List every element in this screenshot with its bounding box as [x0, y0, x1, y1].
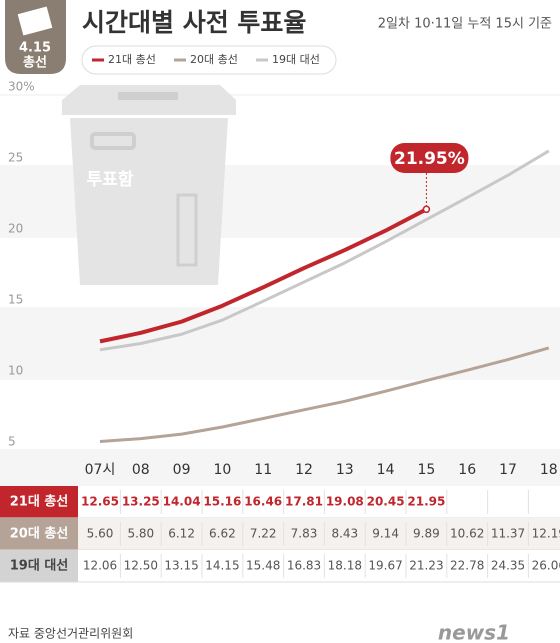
cell-value: 9.89	[413, 527, 440, 541]
series-line	[99, 149, 550, 352]
cell-value: 12.65	[81, 495, 119, 509]
cell-value: 12.50	[124, 559, 158, 573]
cell-value: 16.46	[244, 495, 282, 509]
x-tick-label: 08	[132, 462, 150, 478]
ballot-box: 투표함	[62, 85, 236, 285]
cell-value: 20.45	[367, 495, 405, 509]
cell-value: 13.15	[164, 559, 198, 573]
cell-value: 7.83	[291, 527, 318, 541]
row-header-label: 20대 총선	[10, 526, 69, 542]
x-tick-label: 09	[173, 462, 191, 478]
cell-value: 5.80	[127, 527, 154, 541]
end-point	[422, 205, 431, 214]
cell-value: 17.81	[285, 495, 323, 509]
x-tick-label: 17	[499, 462, 517, 478]
cell-value: 6.12	[168, 527, 195, 541]
x-tick-label: 12	[295, 462, 313, 478]
logo: news1	[438, 621, 510, 643]
row-header	[0, 486, 78, 518]
legend-label: 19대 대선	[272, 53, 320, 66]
cell-value: 12.06	[83, 559, 117, 573]
x-tick-label: 16	[458, 462, 476, 478]
cell-value: 21.95	[407, 495, 445, 509]
cell-value: 7.22	[250, 527, 277, 541]
cell-value: 11.37	[491, 527, 525, 541]
row-header	[0, 518, 78, 550]
chart-title: 시간대별 사전 투표율	[82, 8, 306, 37]
source: 자료 중앙선거관리위원회	[8, 627, 133, 641]
row-header	[0, 550, 78, 582]
x-tick-label: 11	[254, 462, 272, 478]
table-row	[0, 518, 560, 550]
cell-value: 14.04	[163, 495, 201, 509]
series-line	[99, 207, 428, 344]
badge-text: 4.15	[19, 41, 51, 56]
y-tick-label: 30%	[8, 80, 35, 94]
cell-value: 5.60	[87, 527, 114, 541]
badge: 4.15 총선	[5, 0, 66, 74]
cell-value: 13.25	[122, 495, 160, 509]
series-line	[99, 346, 550, 443]
x-tick-label: 13	[336, 462, 354, 478]
cell-value: 12.19	[532, 527, 560, 541]
legend-box	[81, 45, 337, 75]
table-row	[0, 550, 560, 582]
cell-value: 24.35	[491, 559, 525, 573]
y-tick-label: 20	[8, 222, 23, 236]
cell-value: 26.06	[532, 559, 560, 573]
row-header-label: 19대 대선	[10, 558, 69, 574]
y-tick-label: 15	[8, 293, 23, 307]
cell-value: 14.15	[205, 559, 239, 573]
y-tick-label: 25	[8, 151, 23, 165]
x-tick-label: 07시	[85, 462, 116, 478]
x-tick-label: 10	[213, 462, 231, 478]
cell-value: 21.23	[409, 559, 443, 573]
annotation-box	[390, 143, 469, 173]
cell-value: 10.62	[450, 527, 484, 541]
legend-label: 20대 총선	[190, 53, 238, 66]
badge-text: 총선	[23, 55, 47, 71]
table-row	[0, 486, 560, 518]
y-tick-label: 5	[8, 435, 16, 449]
cell-value: 15.16	[203, 495, 241, 509]
cell-value: 19.08	[326, 495, 364, 509]
x-tick-label: 18	[540, 462, 558, 478]
y-tick-label: 10	[8, 364, 23, 378]
x-tick-label: 15	[417, 462, 435, 478]
x-tick-label: 14	[377, 462, 395, 478]
cell-value: 19.67	[368, 559, 402, 573]
cell-value: 16.83	[287, 559, 321, 573]
legend-label: 21대 총선	[108, 53, 156, 66]
cell-value: 22.78	[450, 559, 484, 573]
annotation: 21.95%	[394, 149, 465, 169]
chart-subtitle: 2일차 10·11일 누적 15시 기준	[378, 17, 552, 32]
cell-value: 8.43	[331, 527, 358, 541]
cell-value: 9.14	[372, 527, 399, 541]
cell-value: 15.48	[246, 559, 280, 573]
row-header-label: 21대 총선	[10, 494, 69, 510]
grid-band	[0, 308, 560, 379]
cell-value: 6.62	[209, 527, 236, 541]
illustration-label: 투표함	[87, 169, 134, 190]
cell-value: 18.18	[328, 559, 362, 573]
